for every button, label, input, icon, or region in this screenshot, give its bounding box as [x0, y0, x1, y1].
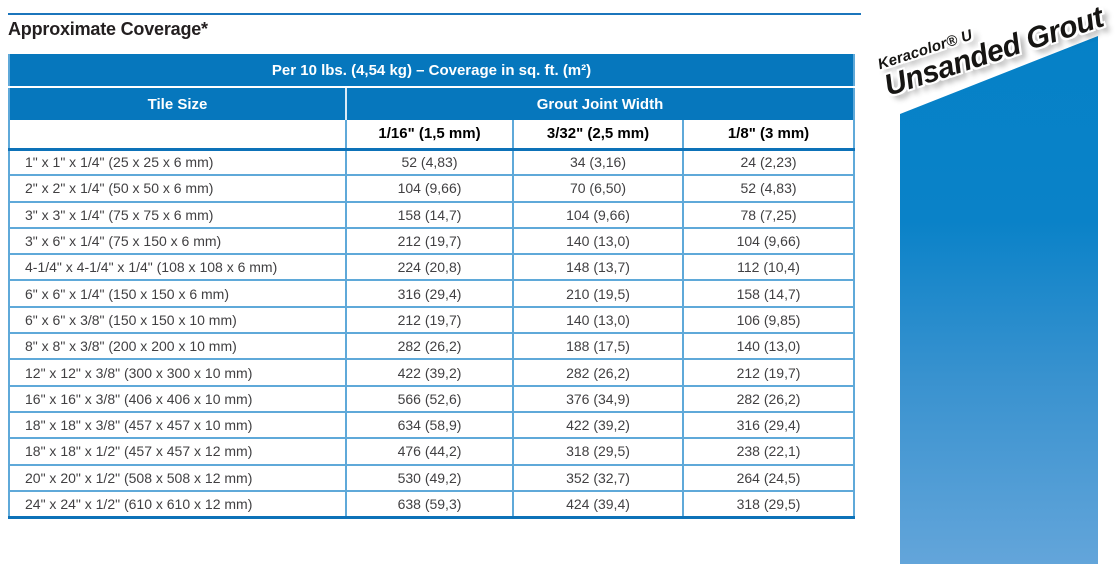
coverage-value-cell: 188 (17,5): [512, 332, 683, 360]
coverage-value-cell: 376 (34,9): [512, 384, 683, 412]
coverage-value-cell: 282 (26,2): [345, 332, 513, 360]
table-row: 8" x 8" x 3/8" (200 x 200 x 10 mm) 282 (2…: [9, 332, 855, 360]
table-row: 6" x 6" x 3/8" (150 x 150 x 10 mm) 212 (1…: [9, 305, 855, 334]
table-title-cell: Per 10 lbs. (4,54 kg) – Coverage in sq. …: [9, 54, 855, 88]
table-row: 16" x 16" x 3/8" (406 x 406 x 10 mm) 566 …: [9, 384, 855, 412]
coverage-value-cell: 24 (2,23): [681, 149, 855, 176]
coverage-value-cell: 476 (44,2): [345, 437, 513, 465]
coverage-value-cell: 316 (29,4): [681, 410, 855, 439]
coverage-value-cell: 422 (39,2): [345, 358, 513, 386]
tile-size-cell: 6" x 6" x 3/8" (150 x 150 x 10 mm): [9, 305, 346, 334]
coverage-value-cell: 318 (29,5): [681, 489, 855, 518]
tile-size-cell: 1" x 1" x 1/4" (25 x 25 x 6 mm): [9, 149, 346, 176]
subheader-empty-cell: [9, 120, 346, 151]
tile-size-cell: 3" x 6" x 1/4" (75 x 150 x 6 mm): [9, 226, 346, 255]
coverage-value-cell: 104 (9,66): [681, 226, 855, 255]
table-row: 18" x 18" x 1/2" (457 x 457 x 12 mm) 476 …: [9, 437, 855, 465]
coverage-value-cell: 212 (19,7): [345, 305, 513, 334]
coverage-value-cell: 34 (3,16): [512, 149, 683, 176]
coverage-value-cell: 210 (19,5): [512, 279, 683, 307]
table-row: 18" x 18" x 3/8" (457 x 457 x 10 mm) 634 …: [9, 410, 855, 439]
coverage-value-cell: 140 (13,0): [512, 226, 683, 255]
coverage-value-cell: 638 (59,3): [345, 489, 513, 518]
table-row: 3" x 6" x 1/4" (75 x 150 x 6 mm) 212 (19,…: [9, 226, 855, 255]
coverage-value-cell: 52 (4,83): [345, 149, 513, 176]
tile-size-cell: 18" x 18" x 1/2" (457 x 457 x 12 mm): [9, 437, 346, 465]
subheader-width-3-32: 3/32" (2,5 mm): [512, 120, 683, 151]
table-row: 4-1/4" x 4-1/4" x 1/4" (108 x 108 x 6 mm…: [9, 253, 855, 281]
tile-size-cell: 4-1/4" x 4-1/4" x 1/4" (108 x 108 x 6 mm…: [9, 253, 346, 281]
coverage-value-cell: 212 (19,7): [345, 226, 513, 255]
grout-joint-width-header: Grout Joint Width: [346, 87, 855, 120]
table-row: 3" x 3" x 1/4" (75 x 75 x 6 mm) 158 (14,7…: [9, 200, 855, 228]
brand-panel: [900, 36, 1098, 564]
coverage-value-cell: 70 (6,50): [512, 174, 683, 202]
coverage-value-cell: 316 (29,4): [345, 279, 513, 307]
column-group-row: Tile Size Grout Joint Width: [9, 87, 855, 120]
coverage-value-cell: 422 (39,2): [512, 410, 683, 439]
coverage-value-cell: 634 (58,9): [345, 410, 513, 439]
coverage-value-cell: 104 (9,66): [512, 200, 683, 228]
coverage-value-cell: 566 (52,6): [345, 384, 513, 412]
tile-size-cell: 2" x 2" x 1/4" (50 x 50 x 6 mm): [9, 174, 346, 202]
coverage-value-cell: 282 (26,2): [512, 358, 683, 386]
coverage-value-cell: 158 (14,7): [345, 200, 513, 228]
coverage-value-cell: 424 (39,4): [512, 489, 683, 518]
coverage-value-cell: 106 (9,85): [681, 305, 855, 334]
coverage-value-cell: 148 (13,7): [512, 253, 683, 281]
coverage-value-cell: 238 (22,1): [681, 437, 855, 465]
coverage-value-cell: 78 (7,25): [681, 200, 855, 228]
coverage-value-cell: 530 (49,2): [345, 463, 513, 491]
coverage-value-cell: 318 (29,5): [512, 437, 683, 465]
coverage-value-cell: 282 (26,2): [681, 384, 855, 412]
coverage-value-cell: 140 (13,0): [681, 332, 855, 360]
coverage-value-cell: 352 (32,7): [512, 463, 683, 491]
coverage-value-cell: 264 (24,5): [681, 463, 855, 491]
coverage-value-cell: 104 (9,66): [345, 174, 513, 202]
tile-size-cell: 20" x 20" x 1/2" (508 x 508 x 12 mm): [9, 463, 346, 491]
table-header-row: Per 10 lbs. (4,54 kg) – Coverage in sq. …: [9, 54, 855, 88]
table-row: 24" x 24" x 1/2" (610 x 610 x 12 mm) 638 …: [9, 489, 855, 518]
coverage-table: Per 10 lbs. (4,54 kg) – Coverage in sq. …: [8, 54, 856, 519]
coverage-value-cell: 158 (14,7): [681, 279, 855, 307]
coverage-value-cell: 52 (4,83): [681, 174, 855, 202]
tile-size-cell: 8" x 8" x 3/8" (200 x 200 x 10 mm): [9, 332, 346, 360]
table-row: 20" x 20" x 1/2" (508 x 508 x 12 mm) 530 …: [9, 463, 855, 491]
tile-size-cell: 3" x 3" x 1/4" (75 x 75 x 6 mm): [9, 200, 346, 228]
coverage-value-cell: 224 (20,8): [345, 253, 513, 281]
tile-size-cell: 16" x 16" x 3/8" (406 x 406 x 10 mm): [9, 384, 346, 412]
tile-size-cell: 6" x 6" x 1/4" (150 x 150 x 6 mm): [9, 279, 346, 307]
coverage-value-cell: 212 (19,7): [681, 358, 855, 386]
coverage-value-cell: 140 (13,0): [512, 305, 683, 334]
subheader-width-1-16: 1/16" (1,5 mm): [345, 120, 513, 151]
table-row: 1" x 1" x 1/4" (25 x 25 x 6 mm) 52 (4,83)…: [9, 149, 855, 176]
coverage-value-cell: 112 (10,4): [681, 253, 855, 281]
top-divider: [8, 13, 861, 15]
table-row: 6" x 6" x 1/4" (150 x 150 x 6 mm) 316 (29…: [9, 279, 855, 307]
table-row: 2" x 2" x 1/4" (50 x 50 x 6 mm) 104 (9,66…: [9, 174, 855, 202]
tile-size-header: Tile Size: [9, 87, 347, 120]
tile-size-cell: 18" x 18" x 3/8" (457 x 457 x 10 mm): [9, 410, 346, 439]
page-title: Approximate Coverage*: [8, 19, 208, 39]
subheader-row: 1/16" (1,5 mm) 3/32" (2,5 mm) 1/8" (3 mm…: [9, 120, 855, 151]
tile-size-cell: 12" x 12" x 3/8" (300 x 300 x 10 mm): [9, 358, 346, 386]
table-row: 12" x 12" x 3/8" (300 x 300 x 10 mm) 422 …: [9, 358, 855, 386]
subheader-width-1-8: 1/8" (3 mm): [681, 120, 855, 151]
tile-size-cell: 24" x 24" x 1/2" (610 x 610 x 12 mm): [9, 489, 346, 518]
